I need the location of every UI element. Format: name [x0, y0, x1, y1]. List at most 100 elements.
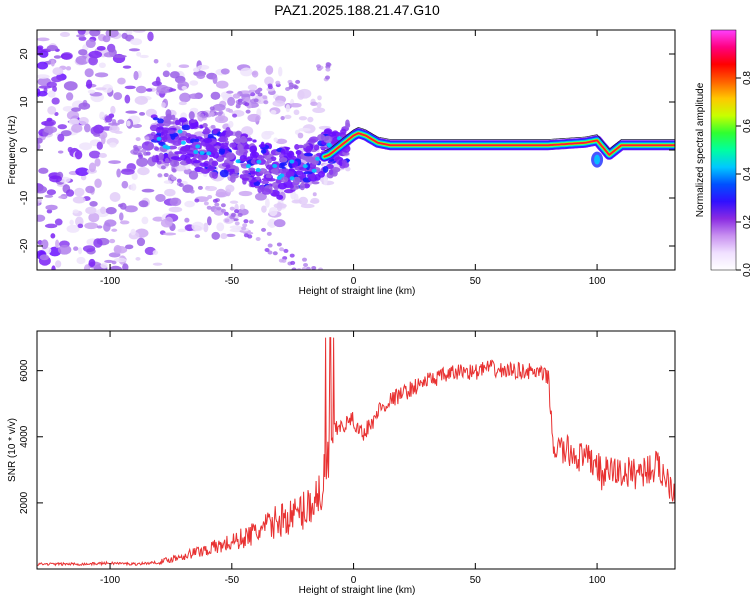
heatmap-ridge-noise — [157, 126, 164, 130]
heatmap-noise-cell — [82, 245, 96, 253]
heatmap-y-tick-label: 0 — [19, 147, 30, 153]
heatmap-noise-cell — [215, 191, 228, 198]
heatmap-noise-cell — [216, 222, 225, 232]
heatmap-noise-cell — [37, 137, 43, 144]
heatmap-noise-cell — [69, 219, 74, 226]
heatmap-streak-cell — [266, 231, 272, 236]
heatmap-hot-spot — [206, 151, 212, 156]
heatmap-noise-cell — [321, 180, 335, 186]
heatmap-ridge-noise — [280, 176, 289, 183]
heatmap-noise-cell — [37, 90, 48, 97]
heatmap-hot-spot — [279, 173, 285, 178]
heatmap-noise-cell — [194, 234, 201, 239]
heatmap-noise-cell — [46, 189, 57, 196]
heatmap-ridge-noise — [234, 166, 240, 174]
heatmap-hot-spot — [245, 164, 251, 169]
heatmap-noise-cell — [280, 116, 285, 121]
heatmap-ridge-noise — [170, 156, 181, 160]
heatmap-noise-cell — [178, 101, 187, 106]
heatmap-noise-cell — [83, 123, 91, 133]
heatmap-streak-cell — [272, 251, 278, 256]
heatmap-x-ticks: -100 -50 0 50 100 — [100, 30, 606, 287]
heatmap-noise-cell — [52, 67, 64, 76]
heatmap-noise-cell — [247, 113, 261, 123]
heatmap-streak-cell — [291, 267, 297, 270]
heatmap-noise-cell — [46, 117, 53, 122]
heatmap-noise-cell — [174, 165, 186, 172]
heatmap-ridge-noise — [324, 129, 331, 134]
heatmap-ridge-noise — [189, 123, 195, 130]
heatmap-noise-cell — [37, 143, 41, 150]
heatmap-streak-cell — [138, 154, 144, 159]
heatmap-noise-cell — [188, 111, 195, 120]
heatmap-ridge-noise — [295, 170, 304, 176]
heatmap-noise-cell — [273, 219, 286, 228]
heatmap-ridge-noise — [171, 114, 176, 121]
heatmap-ridge-noise — [158, 152, 164, 161]
heatmap-ridge-noise — [168, 145, 178, 150]
heatmap-noise-cell — [119, 220, 130, 225]
heatmap-streak-cell — [147, 146, 153, 151]
heatmap-marks — [37, 30, 675, 270]
heatmap-noise-cell — [37, 37, 50, 42]
heatmap-streak-cell — [257, 92, 263, 97]
heatmap-noise-cell — [113, 54, 127, 58]
snr-y-tick-label: 4000 — [19, 425, 30, 448]
heatmap-noise-cell — [270, 110, 277, 115]
heatmap-ridge-noise — [185, 132, 192, 137]
heatmap-streak-cell — [163, 173, 169, 178]
heatmap-noise-cell — [196, 73, 206, 79]
heatmap-hot-spot — [162, 144, 168, 149]
heatmap-ridge-noise — [276, 194, 284, 200]
heatmap-ridge-noise — [310, 164, 316, 168]
heatmap-noise-cell — [63, 81, 78, 91]
heatmap-noise-cell — [133, 70, 139, 81]
heatmap-hot-spot — [193, 150, 199, 155]
heatmap-streak-cell — [214, 202, 220, 207]
heatmap-ridge-noise — [311, 181, 320, 185]
heatmap-noise-cell — [298, 116, 308, 121]
colorbar-ticks: 0.0 0.2 0.4 0.6 0.8 — [710, 29, 750, 277]
heatmap-streak-cell — [194, 198, 200, 203]
heatmap-streak-cell — [178, 182, 184, 187]
heatmap-noise-cell — [298, 127, 311, 132]
heatmap-noise-cell — [312, 192, 317, 197]
heatmap-noise-cell — [54, 111, 59, 116]
heatmap-noise-cell — [170, 197, 179, 202]
heatmap-noise-cell — [240, 67, 253, 77]
colorbar-tick-label: 0.8 — [742, 71, 750, 85]
heatmap-hot-spot — [156, 136, 162, 141]
heatmap-noise-cell — [164, 188, 176, 197]
heatmap-noise-cell — [265, 198, 270, 208]
heatmap-noise-cell — [124, 94, 131, 104]
heatmap-ridge-noise — [203, 137, 213, 144]
heatmap-streak-cell — [301, 266, 307, 270]
heatmap-streak-cell — [261, 227, 267, 232]
heatmap-ridge-noise — [178, 132, 185, 137]
heatmap-streak-cell — [230, 212, 236, 217]
heatmap-streak-cell — [292, 84, 298, 89]
heatmap-noise-cell — [179, 92, 191, 103]
heatmap-noise-cell — [116, 168, 121, 178]
heatmap-noise-cell — [78, 36, 87, 41]
heatmap-ridge-noise — [178, 136, 189, 141]
heatmap-noise-cell — [114, 257, 128, 263]
heatmap-noise-cell — [76, 34, 85, 38]
heatmap-noise-cell — [88, 162, 97, 173]
colorbar-tick-label: 0.0 — [742, 263, 750, 277]
heatmap-streak-cell — [267, 85, 273, 90]
heatmap-ridge-noise — [200, 168, 207, 173]
heatmap-noise-cell — [103, 222, 111, 232]
heatmap-noise-cell — [141, 188, 155, 193]
heatmap-streak-cell — [217, 111, 223, 116]
heatmap-ridge-noise — [157, 118, 165, 124]
heatmap-streak-cell — [199, 113, 205, 118]
heatmap-noise-cell — [151, 80, 162, 87]
heatmap-noise-cell — [51, 76, 63, 83]
heatmap-noise-cell — [114, 130, 123, 134]
heatmap-noise-cell — [85, 39, 96, 49]
heatmap-ridge-noise — [199, 162, 209, 167]
heatmap-streak-cell — [210, 124, 216, 129]
heatmap-streak-cell — [279, 247, 285, 252]
heatmap-streak-cell — [288, 82, 294, 87]
